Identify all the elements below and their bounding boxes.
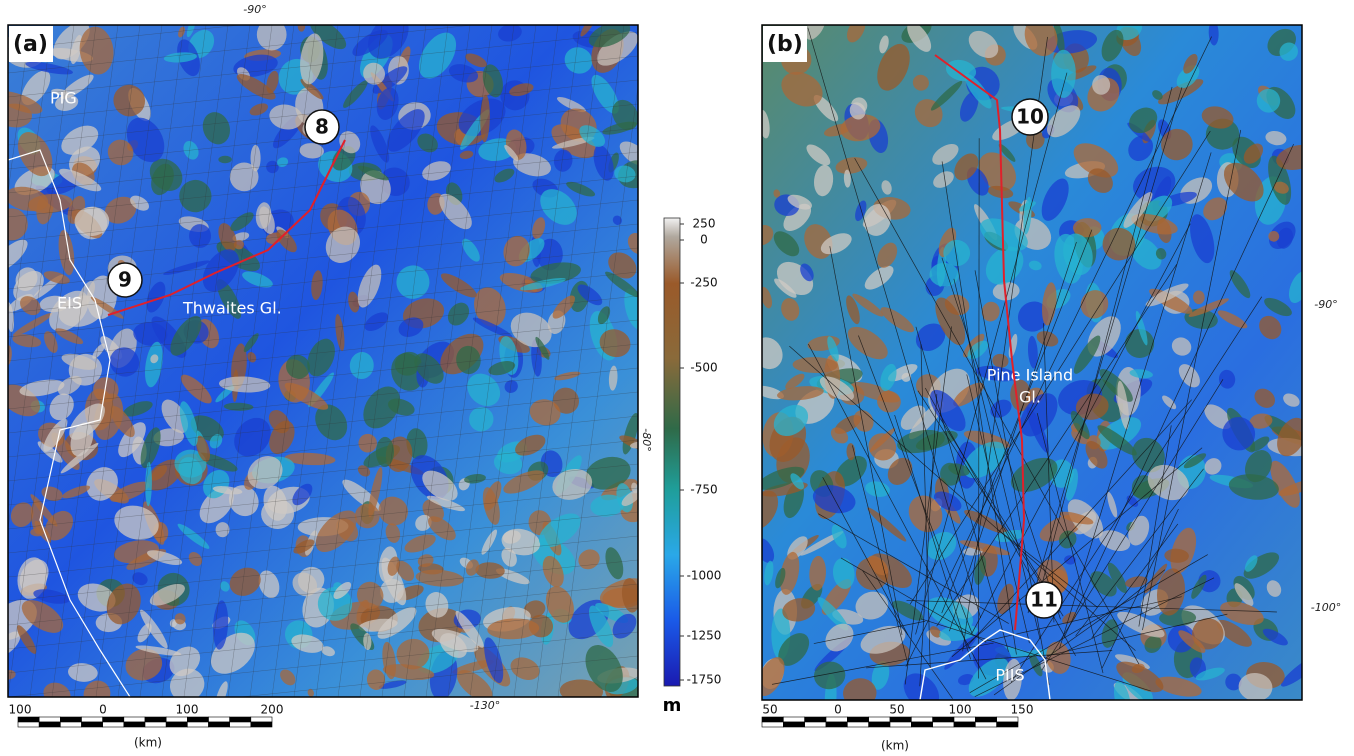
scale-segment — [82, 717, 103, 722]
scale-segment — [997, 722, 1018, 727]
scale-segment — [805, 722, 826, 727]
scale-segment — [145, 722, 166, 727]
terrain — [218, 156, 232, 164]
scale-segment — [954, 722, 975, 727]
coordinate-label: -130° — [470, 699, 500, 712]
scale-unit: (km) — [881, 739, 909, 753]
colorbar — [664, 218, 680, 686]
scale-segment — [18, 722, 39, 727]
scale-segment — [997, 717, 1018, 722]
coordinate-label: -80° — [640, 428, 653, 451]
scale-segment — [209, 717, 230, 722]
scale-segment — [783, 717, 804, 722]
place-label: Thwaites Gl. — [182, 299, 282, 318]
marker-label: 8 — [315, 115, 329, 139]
scale-segment — [805, 717, 826, 722]
scale-label: 0 — [99, 703, 107, 717]
map-a — [0, 0, 657, 721]
scale-segment — [124, 722, 145, 727]
scale-segment — [39, 722, 60, 727]
colorbar-tick-label: -1750 — [687, 673, 722, 687]
coordinate-label: -90° — [243, 3, 266, 16]
scale-segment — [869, 717, 890, 722]
terrain — [1051, 50, 1076, 98]
scale-segment — [145, 717, 166, 722]
scale-label: 150 — [1011, 703, 1034, 717]
scale-label: 100 — [176, 703, 199, 717]
colorbar-tick-label: -1000 — [687, 569, 722, 583]
colorbar-tick-label: -500 — [690, 361, 717, 375]
place-label: EIS — [57, 294, 82, 313]
scale-segment — [911, 722, 932, 727]
figure: (a) -90° -80° -130° PIG EIS Thwaites Gl.… — [0, 0, 1354, 756]
panel-label: (a) — [13, 32, 48, 57]
scale-segment — [826, 722, 847, 727]
scale-segment — [762, 717, 783, 722]
scale-segment — [869, 722, 890, 727]
scale-segment — [18, 717, 39, 722]
scale-segment — [230, 722, 251, 727]
scale-segment — [39, 717, 60, 722]
scale-segment — [975, 722, 996, 727]
scale-segment — [251, 717, 272, 722]
coordinate-label: -90° — [1314, 298, 1337, 311]
place-label: PIG — [50, 89, 77, 108]
scale-segment — [975, 717, 996, 722]
scale-segment — [60, 722, 81, 727]
scale-segment — [890, 722, 911, 727]
marker-label: 11 — [1030, 588, 1058, 612]
colorbar-tick-label: -750 — [690, 483, 717, 497]
scale-segment — [847, 717, 868, 722]
scale-label: 50 — [889, 703, 904, 717]
marker-label: 10 — [1016, 105, 1044, 129]
place-label: PIIS — [995, 666, 1024, 685]
scale-label: 200 — [261, 703, 284, 717]
scale-segment — [230, 717, 251, 722]
scale-segment — [762, 722, 783, 727]
scale-segment — [847, 722, 868, 727]
marker-label: 9 — [118, 268, 132, 292]
colorbar-tick-label: 250 — [693, 217, 716, 231]
scale-label: 100 — [9, 703, 32, 717]
coordinate-label: -100° — [1311, 601, 1341, 614]
scale-segment — [166, 717, 187, 722]
scale-segment — [166, 722, 187, 727]
place-label: Gl. — [1019, 388, 1041, 407]
scale-unit: (km) — [134, 736, 162, 750]
scale-label: 50 — [762, 703, 777, 717]
scale-label: 0 — [834, 703, 842, 717]
scale-segment — [890, 717, 911, 722]
scale-segment — [783, 722, 804, 727]
scale-segment — [933, 717, 954, 722]
scale-segment — [187, 717, 208, 722]
scale-segment — [954, 717, 975, 722]
grid-line — [8, 0, 638, 25]
place-label: Pine Island — [987, 366, 1073, 385]
scale-segment — [911, 717, 932, 722]
scale-segment — [103, 722, 124, 727]
scale-segment — [933, 722, 954, 727]
scale-segment — [103, 717, 124, 722]
grid-line — [0, 25, 8, 697]
colorbar-tick-label: -250 — [690, 276, 717, 290]
colorbar-tick-label: 0 — [700, 233, 708, 247]
colorbar-unit: m — [663, 695, 682, 716]
scale-segment — [187, 722, 208, 727]
scale-segment — [251, 722, 272, 727]
scale-segment — [82, 722, 103, 727]
panel-label: (b) — [767, 32, 803, 57]
colorbar-tick-label: -1250 — [687, 629, 722, 643]
terrain — [1092, 75, 1110, 95]
scale-segment — [826, 717, 847, 722]
scale-segment — [209, 722, 230, 727]
scale-segment — [124, 717, 145, 722]
scale-segment — [60, 717, 81, 722]
scale-label: 100 — [949, 703, 972, 717]
